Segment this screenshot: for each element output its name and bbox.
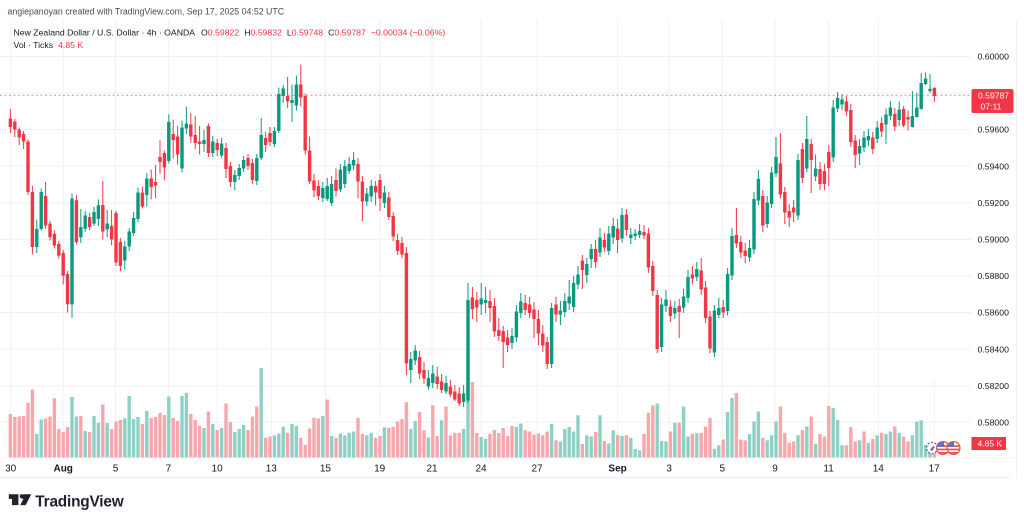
svg-text:24: 24 — [475, 464, 487, 475]
svg-text:Aug: Aug — [53, 464, 72, 475]
svg-text:0.58800: 0.58800 — [978, 271, 1010, 281]
svg-text:14: 14 — [873, 464, 885, 475]
svg-text:4.85 K: 4.85 K — [978, 438, 1003, 448]
svg-text:17: 17 — [929, 464, 941, 475]
svg-text:13: 13 — [266, 464, 278, 475]
svg-text:21: 21 — [426, 464, 438, 475]
svg-text:0.59400: 0.59400 — [978, 161, 1010, 171]
svg-text:0.58200: 0.58200 — [978, 381, 1010, 391]
svg-text:0.59000: 0.59000 — [978, 235, 1010, 245]
svg-text:30: 30 — [5, 464, 17, 475]
svg-text:TradingView: TradingView — [35, 494, 123, 511]
svg-text:5: 5 — [720, 464, 726, 475]
svg-text:New Zealand Dollar / U.S. Doll: New Zealand Dollar / U.S. Dollar · 4h · … — [14, 28, 446, 38]
svg-text:0.58600: 0.58600 — [978, 308, 1010, 318]
svg-text:0.58400: 0.58400 — [978, 344, 1010, 354]
svg-text:10: 10 — [212, 464, 224, 475]
svg-text:0.59200: 0.59200 — [978, 198, 1010, 208]
svg-text:angiepanoyan created with Trad: angiepanoyan created with TradingView.co… — [8, 7, 285, 17]
svg-text:0.59600: 0.59600 — [978, 125, 1010, 135]
svg-text:7: 7 — [166, 464, 172, 475]
svg-text:9: 9 — [772, 464, 778, 475]
svg-text:11: 11 — [823, 464, 834, 475]
svg-text:Sep: Sep — [608, 464, 626, 475]
svg-text:5: 5 — [113, 464, 119, 475]
svg-text:3: 3 — [666, 464, 672, 475]
svg-text:07:11: 07:11 — [981, 101, 1002, 111]
svg-text:0.58000: 0.58000 — [978, 417, 1010, 427]
svg-text:0.60000: 0.60000 — [978, 52, 1010, 62]
svg-text:27: 27 — [532, 464, 544, 475]
svg-text:0.59787: 0.59787 — [978, 90, 1009, 100]
svg-text:15: 15 — [320, 464, 332, 475]
svg-text:19: 19 — [374, 464, 386, 475]
